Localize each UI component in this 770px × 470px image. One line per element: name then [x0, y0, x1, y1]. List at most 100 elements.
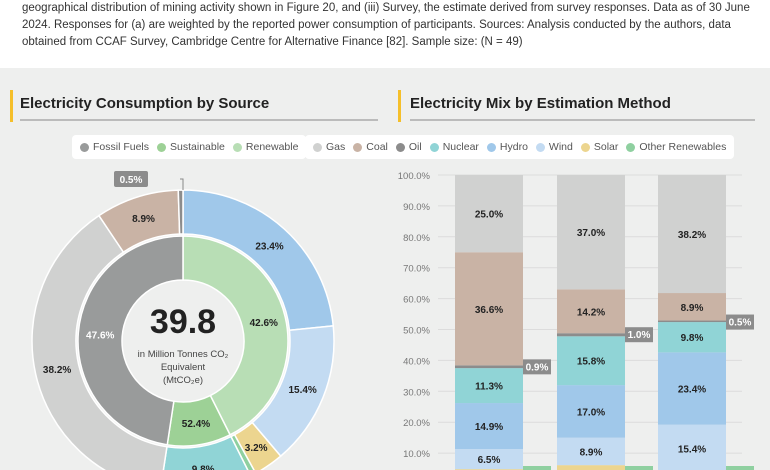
- bar-segment-hydro: [658, 352, 726, 425]
- bar-segment-nuclear: [455, 368, 523, 404]
- donut-slice-gas: [31, 214, 168, 470]
- bar-label: 0.5%: [729, 318, 752, 329]
- y-tick-label: 100.0%: [398, 171, 431, 182]
- bar-segment-coal: [455, 252, 523, 366]
- bar-segment-gas: [455, 175, 523, 253]
- bar-label: 23.4%: [678, 385, 706, 396]
- slice-label: 15.4%: [288, 385, 316, 396]
- legend-swatch: [313, 142, 322, 152]
- bar-legend: Gas Coal Oil Nuclear Hydro Wind Solar Other Ren…: [305, 135, 735, 159]
- donut-title: Electricity Consumption by Source: [20, 95, 270, 112]
- donut-slice-renewable: [182, 235, 289, 436]
- label-box: [114, 171, 148, 187]
- bar-segment-oil: [455, 365, 523, 369]
- legend-swatch: [157, 142, 167, 152]
- bar-segment-nuclear: [658, 322, 726, 353]
- center-label: (MtCO₂e): [163, 375, 203, 386]
- bar-segment-hydro: [557, 385, 625, 438]
- bar-label: 6.5%: [478, 455, 501, 466]
- legend-swatch: [429, 142, 439, 152]
- bar-label: 8.9%: [681, 303, 704, 314]
- legend-label: Coal: [366, 141, 388, 153]
- legend-item: Gas: [313, 141, 345, 153]
- bar-label: 1.0%: [628, 330, 651, 341]
- slice-label: 3.2%: [245, 443, 268, 454]
- y-tick-label: 60.0%: [403, 295, 430, 306]
- bar-label: 17.0%: [577, 407, 605, 418]
- bar-label: 36.6%: [475, 305, 503, 316]
- title-accent: [10, 90, 13, 122]
- slice-label: 23.4%: [255, 241, 283, 252]
- y-tick-label: 50.0%: [403, 326, 430, 337]
- slice-label: 42.6%: [250, 318, 278, 329]
- label-box: [726, 314, 754, 330]
- center-label: Equivalent: [161, 362, 206, 373]
- legend-label: Wind: [548, 141, 573, 153]
- slice-label: 8.9%: [132, 214, 155, 225]
- legend-label: Fossil Fuels: [93, 141, 150, 153]
- legend-item: Other Renewables: [626, 141, 726, 153]
- y-tick-label: 20.0%: [403, 418, 430, 429]
- legend-label: Oil: [408, 141, 422, 153]
- bar-segment-gas: [658, 175, 726, 294]
- y-tick-label: 30.0%: [403, 387, 430, 398]
- bar-label: 14.9%: [475, 422, 503, 433]
- bar-segment-oil: [658, 320, 726, 323]
- bar-label: 15.8%: [577, 357, 605, 368]
- legend-label: Nuclear: [442, 141, 479, 153]
- bar-segment-solar: [557, 465, 625, 470]
- other-renewables-marker: [625, 466, 653, 470]
- title-underline: [20, 119, 378, 121]
- bar-segment-wind: [557, 437, 625, 466]
- center-label: in Million Tonnes CO₂: [138, 349, 229, 360]
- y-tick-label: 90.0%: [403, 202, 430, 213]
- legend-label: Renewable: [245, 141, 299, 153]
- bar-segment-nuclear: [557, 336, 625, 386]
- y-tick-label: 70.0%: [403, 264, 430, 275]
- bar-label: 8.9%: [580, 447, 603, 458]
- bar-label: 0.9%: [526, 362, 549, 373]
- bar-segment-wind: [455, 449, 523, 470]
- slice-label: 9.8%: [192, 464, 215, 470]
- bar-label: 14.2%: [577, 307, 605, 318]
- title-accent: [398, 90, 401, 122]
- legend-label: Other Renewables: [639, 141, 727, 153]
- slice-label: 47.6%: [86, 331, 114, 342]
- legend-swatch: [80, 142, 89, 152]
- figure-caption: geographical distribution of mining acti…: [22, 2, 750, 48]
- label-box: [523, 359, 551, 375]
- center-value: 39.8: [150, 303, 216, 341]
- y-tick-label: 40.0%: [403, 356, 430, 367]
- title-underline: [410, 119, 755, 121]
- slice-label: 52.4%: [182, 419, 210, 430]
- legend-swatch: [486, 142, 496, 152]
- legend-item: Solar: [580, 141, 619, 153]
- legend-swatch: [535, 142, 545, 152]
- donut-slice-oil: [177, 189, 184, 235]
- label-box: [625, 327, 653, 343]
- legend-item: Oil: [395, 141, 422, 153]
- legend-label: Gas: [326, 141, 346, 153]
- legend-swatch: [232, 142, 242, 152]
- y-tick-label: 80.0%: [403, 233, 430, 244]
- leader-line: [180, 178, 184, 190]
- slice-label: 0.5%: [120, 175, 143, 186]
- bar-segment-hydro: [455, 403, 523, 450]
- legend-item: Wind: [535, 141, 573, 153]
- bar-label: 9.8%: [681, 333, 704, 344]
- bar-label: 11.3%: [475, 382, 503, 393]
- bar-segment-coal: [658, 293, 726, 321]
- bar-segment-coal: [557, 289, 625, 334]
- donut-slice-fossil-fuels: [77, 235, 184, 446]
- bar-label: 25.0%: [475, 210, 503, 221]
- legend-item: Nuclear: [429, 141, 479, 153]
- donut-slice-nuclear: [162, 435, 249, 470]
- legend-item: Coal: [353, 141, 388, 153]
- legend-label: Solar: [593, 141, 619, 153]
- legend-swatch: [626, 142, 636, 152]
- other-renewables-marker: [523, 466, 551, 470]
- legend-swatch: [353, 142, 363, 152]
- bar-label: 38.2%: [678, 230, 706, 241]
- bar-segment-gas: [557, 175, 625, 290]
